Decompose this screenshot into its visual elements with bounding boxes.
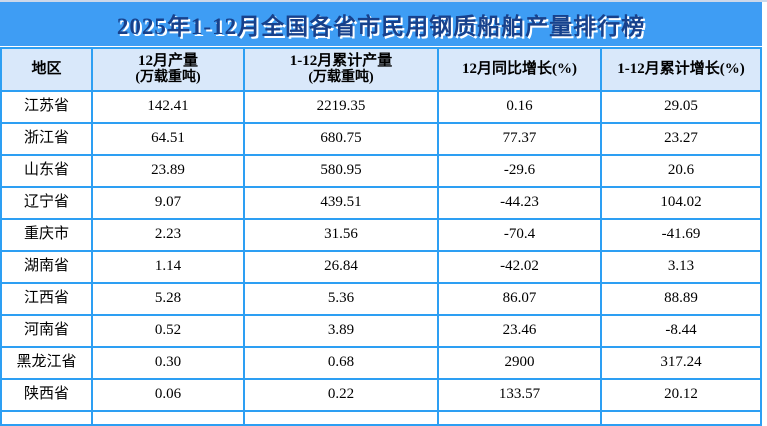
value-cell: 20.12: [602, 380, 760, 412]
value-cell: 86.07: [439, 284, 602, 316]
region-cell: 黑龙江省: [2, 348, 93, 380]
value-cell: -70.4: [439, 220, 602, 252]
value-cell: 2900: [439, 348, 602, 380]
value-cell: 29.05: [602, 92, 760, 124]
value-cell: 104.02: [602, 188, 760, 220]
column-header-3: 12月同比增长(%): [439, 49, 602, 92]
value-cell: 20.6: [602, 156, 760, 188]
value-cell: 77.37: [439, 124, 602, 156]
table-row: 辽宁省 9.07 439.51 -44.23 104.02: [2, 188, 760, 220]
value-cell: 23.89: [93, 156, 245, 188]
value-cell: 0.30: [93, 348, 245, 380]
value-cell: 439.51: [245, 188, 439, 220]
value-cell: 88.89: [602, 284, 760, 316]
column-header-4: 1-12月累计增长(%): [602, 49, 760, 92]
column-header-label: 1-12月累计产量: [289, 52, 393, 69]
table-body: 江苏省 142.41 2219.35 0.16 29.05 浙江省 64.51 680.75 7…: [2, 92, 760, 412]
value-cell: 31.56: [245, 220, 439, 252]
value-cell: -8.44: [602, 316, 760, 348]
table-row: 重庆市 2.23 31.56 -70.4 -41.69: [2, 220, 760, 252]
value-cell: 3.89: [245, 316, 439, 348]
column-header-1: 12月产量 (万载重吨): [93, 49, 245, 92]
value-cell: 64.51: [93, 124, 245, 156]
region-cell: 辽宁省: [2, 188, 93, 220]
production-ranking-table: 地区 12月产量 (万载重吨) 1-12月累计产量 (万载重吨) 12月同比增长(%) 1-…: [0, 47, 762, 426]
column-header-label: 1-12月累计增长(%): [617, 60, 745, 77]
column-header-unit: (万载重吨): [308, 70, 374, 86]
table-row: 江苏省 142.41 2219.35 0.16 29.05: [2, 92, 760, 124]
value-cell: 0.16: [439, 92, 602, 124]
region-cell: 江苏省: [2, 92, 93, 124]
column-header-2: 1-12月累计产量 (万载重吨): [245, 49, 439, 92]
value-cell: 0.22: [245, 380, 439, 412]
value-cell: 1.14: [93, 252, 245, 284]
value-cell: 9.07: [93, 188, 245, 220]
value-cell: 23.27: [602, 124, 760, 156]
column-header-label: 12月同比增长(%): [462, 60, 577, 77]
clipped-cell: [439, 412, 602, 424]
value-cell: 23.46: [439, 316, 602, 348]
column-header-label: 地区: [31, 60, 62, 77]
value-cell: -41.69: [602, 220, 760, 252]
region-cell: 河南省: [2, 316, 93, 348]
value-cell: 3.13: [602, 252, 760, 284]
value-cell: 0.52: [93, 316, 245, 348]
value-cell: 680.75: [245, 124, 439, 156]
region-cell: 浙江省: [2, 124, 93, 156]
region-cell: 重庆市: [2, 220, 93, 252]
clipped-cell: [602, 412, 760, 424]
table-row: 陕西省 0.06 0.22 133.57 20.12: [2, 380, 760, 412]
table-row: 浙江省 64.51 680.75 77.37 23.27: [2, 124, 760, 156]
table-row: 黑龙江省 0.30 0.68 2900 317.24: [2, 348, 760, 380]
value-cell: 2.23: [93, 220, 245, 252]
table-header-row: 地区 12月产量 (万载重吨) 1-12月累计产量 (万载重吨) 12月同比增长(%) 1-…: [2, 49, 760, 92]
value-cell: 0.06: [93, 380, 245, 412]
column-header-label: 12月产量: [137, 52, 198, 69]
clipped-next-row: [2, 412, 760, 424]
value-cell: -29.6: [439, 156, 602, 188]
table-row: 江西省 5.28 5.36 86.07 88.89: [2, 284, 760, 316]
title-band: 2025年1-12月全国各省市民用钢质船舶产量排行榜: [0, 2, 762, 46]
column-header-0: 地区: [2, 49, 93, 92]
value-cell: 580.95: [245, 156, 439, 188]
value-cell: 317.24: [602, 348, 760, 380]
value-cell: 0.68: [245, 348, 439, 380]
value-cell: 2219.35: [245, 92, 439, 124]
value-cell: -42.02: [439, 252, 602, 284]
clipped-cell: [245, 412, 439, 424]
table-row: 山东省 23.89 580.95 -29.6 20.6: [2, 156, 760, 188]
region-cell: 陕西省: [2, 380, 93, 412]
region-cell: 江西省: [2, 284, 93, 316]
value-cell: 5.28: [93, 284, 245, 316]
value-cell: -44.23: [439, 188, 602, 220]
value-cell: 5.36: [245, 284, 439, 316]
value-cell: 133.57: [439, 380, 602, 412]
page-title: 2025年1-12月全国各省市民用钢质船舶产量排行榜: [116, 14, 646, 39]
table-row: 湖南省 1.14 26.84 -42.02 3.13: [2, 252, 760, 284]
region-cell: 山东省: [2, 156, 93, 188]
top-edge-strip: [0, 0, 767, 2]
clipped-cell: [93, 412, 245, 424]
clipped-cell: [2, 412, 93, 424]
region-cell: 湖南省: [2, 252, 93, 284]
value-cell: 142.41: [93, 92, 245, 124]
table-row: 河南省 0.52 3.89 23.46 -8.44: [2, 316, 760, 348]
value-cell: 26.84: [245, 252, 439, 284]
column-header-unit: (万载重吨): [135, 70, 201, 86]
